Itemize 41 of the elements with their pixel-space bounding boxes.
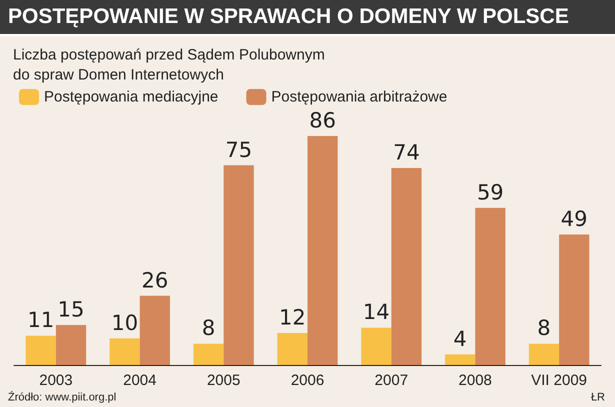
bar (193, 344, 224, 365)
chart-title: POSTĘPOWANIE W SPRAWACH O DOMENY W POLSCE (0, 0, 615, 34)
data-label: 10 (111, 310, 138, 335)
legend-label: Postępowania arbitrażowe (271, 88, 448, 106)
bar (277, 333, 308, 365)
x-tick-label: 2004 (123, 372, 156, 389)
data-label: 26 (142, 268, 168, 292)
x-tick-label: VII 2009 (531, 372, 588, 389)
x-tick-label: 2003 (39, 372, 73, 389)
data-label: 8 (537, 316, 551, 340)
bar (140, 296, 170, 365)
data-label: 49 (560, 207, 588, 232)
bar (475, 208, 506, 365)
data-label: 74 (393, 140, 420, 164)
text: ŁR (590, 392, 606, 404)
data-label: 11 (27, 308, 54, 332)
text: Źródło: www.piit.org.pl (8, 390, 116, 404)
chart-subtitle: Liczba postępowań przed Sądem Polubownym do spraw Domen Internetowych (13, 46, 325, 84)
bar (559, 234, 590, 365)
bar (528, 344, 560, 365)
data-label: 75 (225, 138, 252, 162)
bar (308, 136, 338, 365)
bar (391, 168, 422, 365)
bar (56, 325, 86, 365)
bar (26, 336, 56, 365)
bar (361, 328, 392, 365)
bar (224, 165, 254, 365)
bar (110, 338, 140, 365)
x-tick-label: 2008 (458, 372, 492, 389)
x-tick-label: 2007 (374, 372, 408, 389)
data-label: 59 (476, 180, 504, 204)
data-label: 15 (58, 298, 84, 322)
x-tick-label: 2005 (206, 372, 240, 389)
data-label: 86 (309, 108, 336, 132)
bar (445, 354, 476, 365)
x-tick-label: 2006 (290, 372, 324, 389)
data-label: 4 (453, 326, 467, 351)
data-label: 14 (362, 300, 390, 324)
legend-label: Postępowania mediacyjne (44, 88, 218, 106)
data-label: 12 (279, 306, 306, 330)
data-label: 8 (202, 316, 216, 340)
